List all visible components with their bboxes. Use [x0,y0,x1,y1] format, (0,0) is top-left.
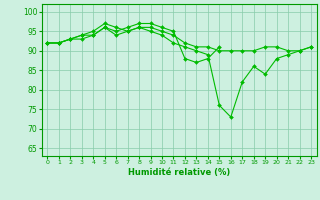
X-axis label: Humidité relative (%): Humidité relative (%) [128,168,230,177]
